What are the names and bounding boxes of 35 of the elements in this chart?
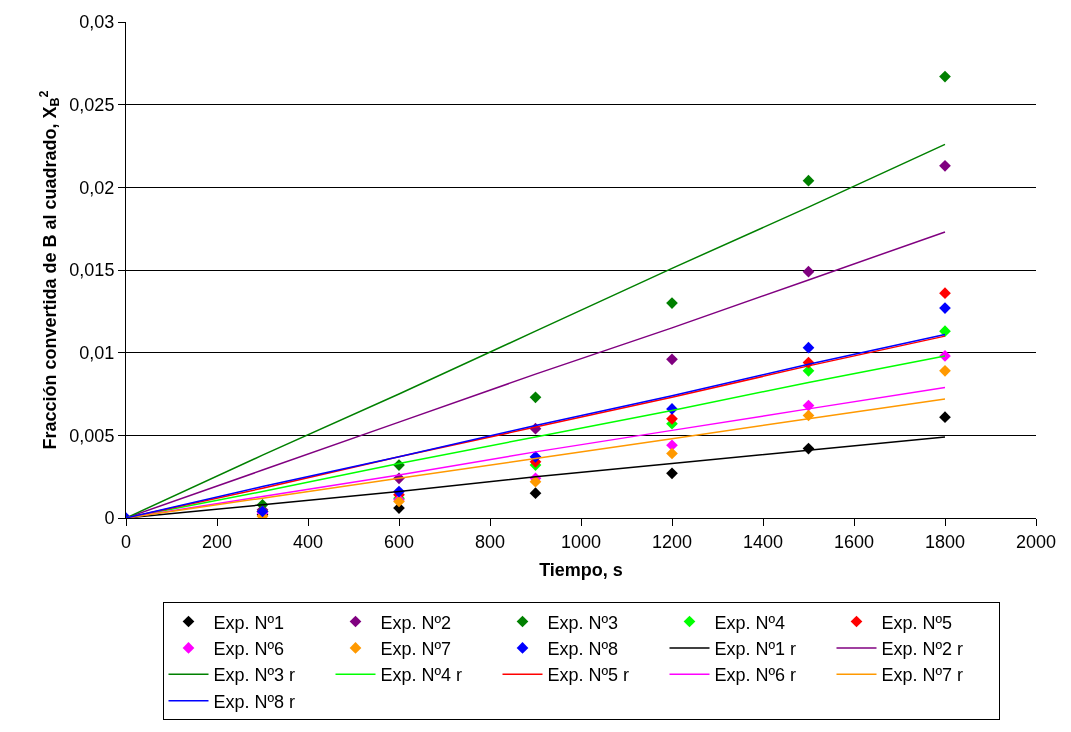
x-tick-label: 2000 (1015, 531, 1057, 552)
legend-label: Exp. Nº6 (213, 638, 285, 659)
legend-label: Exp. Nº3 (547, 612, 619, 633)
x-tick-label: 0 (120, 531, 132, 552)
x-tick-label: 1600 (833, 531, 875, 552)
y-tick-label: 0,025 (69, 94, 115, 115)
legend-label: Exp. Nº4 (714, 612, 786, 633)
y-tick-label: 0,03 (79, 12, 115, 33)
y-tick-label: 0,01 (79, 342, 115, 363)
y-tick-label: 0,005 (69, 425, 115, 446)
x-tick-label: 1800 (924, 531, 966, 552)
y-tick-label: 0,015 (69, 260, 115, 281)
x-tick-label: 1000 (560, 531, 602, 552)
y-tick-label: 0,02 (79, 177, 115, 198)
legend-label: Exp. Nº2 r (881, 638, 964, 659)
y-tick-label: 0 (104, 508, 115, 529)
legend-label: Exp. Nº6 r (714, 665, 797, 686)
x-tick-label: 400 (292, 531, 324, 552)
legend-label: Exp. Nº8 r (213, 691, 296, 712)
legend-label: Exp. Nº5 (881, 612, 953, 633)
x-tick-label: 800 (474, 531, 506, 552)
legend-label: Exp. Nº4 r (380, 665, 463, 686)
legend-label: Exp. Nº2 (380, 612, 452, 633)
legend-label: Exp. Nº5 r (547, 665, 630, 686)
legend-label: Exp. Nº3 r (213, 665, 296, 686)
x-tick-label: 1200 (651, 531, 693, 552)
x-tick-label: 600 (383, 531, 415, 552)
legend-label: Exp. Nº7 (380, 638, 452, 659)
legend-label: Exp. Nº1 r (714, 638, 797, 659)
legend-label: Exp. Nº7 r (881, 665, 964, 686)
x-tick-label: 200 (201, 531, 233, 552)
x-axis-title: Tiempo, s (539, 559, 623, 580)
legend-label: Exp. Nº1 (213, 612, 285, 633)
x-tick-label: 1400 (742, 531, 784, 552)
legend-label: Exp. Nº8 (547, 638, 619, 659)
